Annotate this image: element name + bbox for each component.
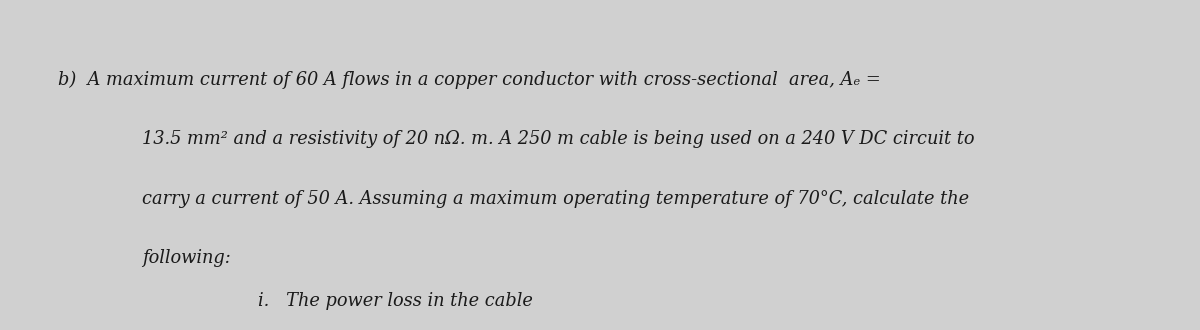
Text: i.   The power loss in the cable: i. The power loss in the cable — [258, 292, 533, 310]
Text: carry a current of 50 A. Assuming a maximum operating temperature of 70°C, calcu: carry a current of 50 A. Assuming a maxi… — [142, 190, 968, 208]
Text: b)  A maximum current of 60 A flows in a copper conductor with cross-sectional  : b) A maximum current of 60 A flows in a … — [58, 71, 881, 89]
Text: 13.5 mm² and a resistivity of 20 nΩ. m. A 250 m cable is being used on a 240 V D: 13.5 mm² and a resistivity of 20 nΩ. m. … — [142, 130, 974, 148]
Text: following:: following: — [142, 249, 230, 267]
